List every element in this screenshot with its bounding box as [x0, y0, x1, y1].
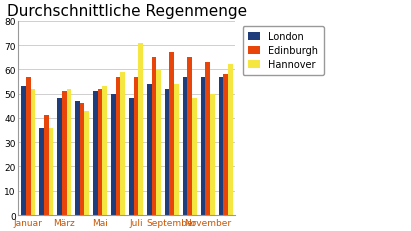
Bar: [26, 77, 31, 215]
Bar: [129, 99, 134, 215]
Bar: [67, 89, 71, 215]
Bar: [75, 101, 80, 215]
Bar: [192, 99, 197, 215]
Bar: [223, 75, 228, 215]
Title: Durchschnittliche Regenmenge: Durchschnittliche Regenmenge: [7, 4, 247, 19]
Bar: [31, 89, 35, 215]
Bar: [93, 92, 98, 215]
Bar: [115, 77, 120, 215]
Bar: [44, 116, 48, 215]
Bar: [57, 99, 62, 215]
Bar: [156, 70, 161, 215]
Bar: [48, 128, 53, 215]
Bar: [147, 85, 152, 215]
Bar: [21, 87, 26, 215]
Bar: [201, 77, 206, 215]
Bar: [174, 85, 179, 215]
Bar: [210, 94, 215, 215]
Bar: [219, 77, 223, 215]
Bar: [120, 73, 125, 215]
Bar: [183, 77, 187, 215]
Bar: [62, 92, 67, 215]
Bar: [152, 58, 156, 215]
Bar: [102, 87, 107, 215]
Bar: [111, 94, 115, 215]
Bar: [138, 43, 143, 215]
Bar: [228, 65, 233, 215]
Legend: London, Edinburgh, Hannover: London, Edinburgh, Hannover: [242, 27, 323, 76]
Bar: [187, 58, 192, 215]
Bar: [84, 111, 89, 215]
Bar: [169, 53, 174, 215]
Bar: [206, 63, 210, 215]
Bar: [134, 77, 138, 215]
Bar: [165, 89, 169, 215]
Bar: [98, 89, 102, 215]
Bar: [39, 128, 44, 215]
Bar: [80, 104, 84, 215]
